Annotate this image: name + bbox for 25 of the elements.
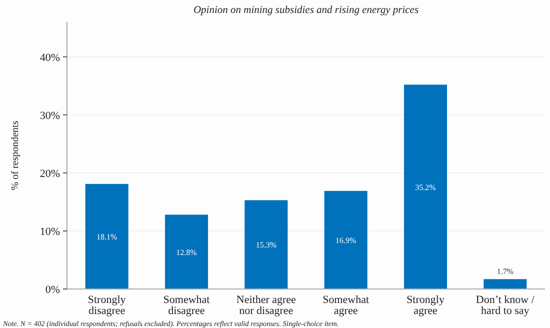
x-tick-label: Don’t know / hard to say (476, 294, 536, 317)
data-label: 15.3% (256, 240, 277, 250)
y-tick-label: 10% (40, 226, 60, 238)
bar (324, 190, 368, 289)
bar (484, 279, 527, 289)
y-axis-title: % of respondents (10, 120, 21, 190)
data-label: 1.7% (496, 267, 514, 276)
x-tick-label: Strongly disagree (88, 294, 126, 317)
bar (244, 200, 288, 289)
data-label: 16.9% (335, 236, 356, 245)
y-tick-label: 0% (45, 284, 60, 296)
data-label: 12.8% (176, 248, 198, 257)
bar (164, 214, 208, 289)
y-tick-label: 40% (40, 52, 60, 64)
bar (404, 84, 448, 289)
bar (85, 184, 128, 289)
x-tick-label: Somewhat disagree (163, 294, 210, 317)
x-tick-label: Strongly agree (406, 294, 445, 317)
chart-title: Opinion on mining subsidies and rising energy prices (193, 5, 419, 16)
data-label: 35.2% (415, 182, 436, 192)
x-tick-label: Somewhat agree (322, 294, 370, 317)
x-tick-label: Neither agree nor disagree (236, 294, 296, 317)
data-label: 18.1% (96, 232, 118, 242)
y-tick-label: 30% (40, 110, 60, 122)
y-tick-label: 20% (40, 168, 60, 180)
